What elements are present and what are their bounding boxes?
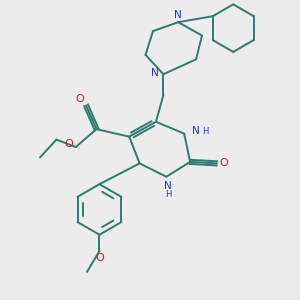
Text: N: N	[174, 10, 182, 20]
Text: N: N	[151, 68, 159, 78]
Text: H: H	[202, 127, 208, 136]
Text: O: O	[95, 253, 104, 262]
Text: N: N	[164, 181, 172, 191]
Text: H: H	[165, 190, 171, 199]
Text: O: O	[75, 94, 84, 104]
Text: N: N	[192, 126, 199, 136]
Text: O: O	[219, 158, 228, 168]
Text: O: O	[65, 139, 74, 149]
